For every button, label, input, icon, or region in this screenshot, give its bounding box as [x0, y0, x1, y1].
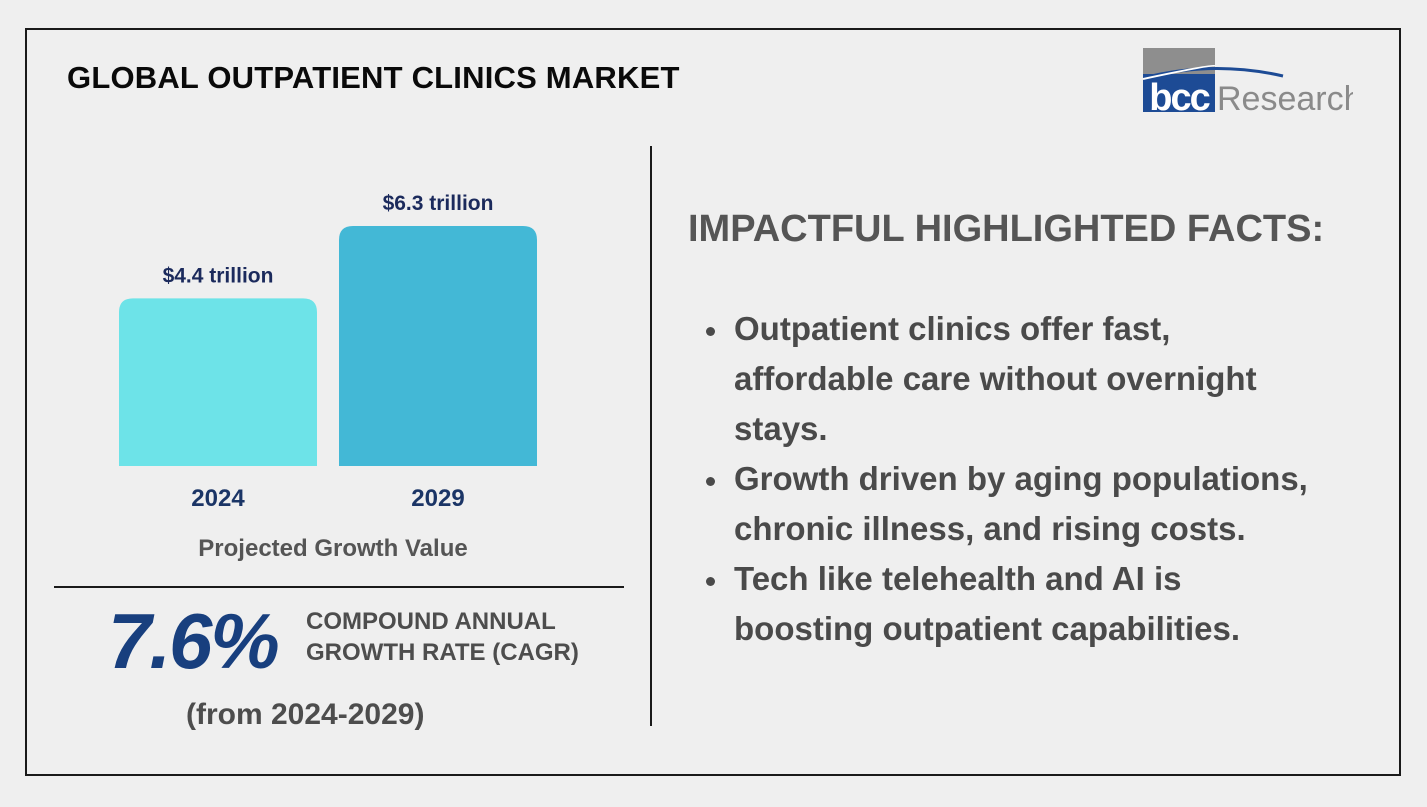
facts-title: IMPACTFUL HIGHLIGHTED FACTS:	[688, 208, 1325, 250]
vertical-divider	[650, 146, 652, 726]
cagr-value: 7.6%	[108, 597, 280, 685]
cagr-label-line1: COMPOUND ANNUAL	[306, 608, 556, 635]
x-tick-2024: 2024	[191, 485, 245, 512]
data-label-2024: $4.4 trillion	[163, 264, 274, 287]
horizontal-divider	[54, 586, 624, 588]
logo-research-text: Research	[1217, 80, 1353, 118]
facts-list: Outpatient clinics offer fast, affordabl…	[700, 304, 1380, 654]
logo-bcc-text: bcc	[1149, 77, 1210, 118]
bullet-icon	[706, 577, 715, 586]
cagr-label-line2: GROWTH RATE (CAGR)	[306, 639, 579, 666]
x-axis-label: Projected Growth Value	[198, 535, 467, 562]
fact-item: Tech like telehealth and AI is boosting …	[700, 554, 1380, 654]
fact-item: Growth driven by aging populations, chro…	[700, 454, 1380, 554]
bullet-icon	[706, 327, 715, 336]
logo-blue-block	[1143, 74, 1215, 112]
bar-2024	[119, 298, 317, 466]
cagr-range: (from 2024-2029)	[186, 698, 425, 731]
infographic-frame	[25, 28, 1401, 776]
x-tick-2029: 2029	[411, 485, 464, 512]
bcc-research-logo: bcc Research	[1143, 48, 1353, 118]
data-label-2029: $6.3 trillion	[383, 192, 494, 215]
cagr-label: COMPOUND ANNUAL GROWTH RATE (CAGR)	[306, 606, 579, 668]
bar-2029	[339, 226, 537, 466]
page-title: GLOBAL OUTPATIENT CLINICS MARKET	[67, 60, 680, 95]
fact-item: Outpatient clinics offer fast, affordabl…	[700, 304, 1380, 454]
bullet-icon	[706, 477, 715, 486]
bar-chart: $4.4 trillion 2024 $6.3 trillion 2029 Proje…	[119, 192, 537, 562]
logo-swoosh	[1143, 67, 1284, 80]
